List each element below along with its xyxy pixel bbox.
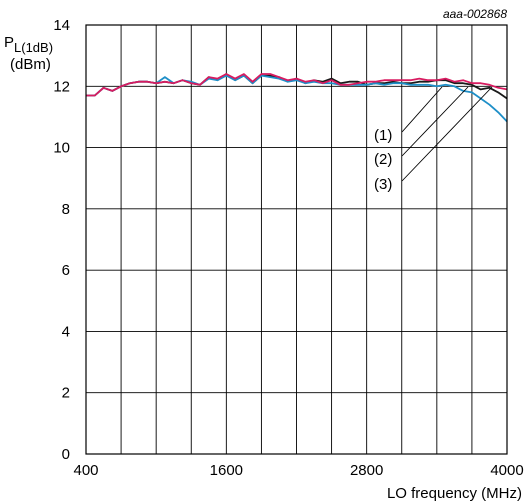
y-axis-unit: (dBm) — [10, 56, 51, 73]
x-tick-label: 1600 — [210, 462, 243, 479]
y-tick-label: 0 — [62, 446, 70, 463]
series-group — [86, 73, 508, 123]
y-tick-label: 4 — [62, 323, 70, 340]
series-line-3 — [86, 73, 508, 97]
leader-line-2 — [401, 86, 469, 157]
series-labels: (1) (2) (3) — [374, 86, 493, 193]
figure-reference: aaa-002868 — [443, 7, 507, 21]
x-axis-label: LO frequency (MHz) — [387, 485, 522, 502]
series-label-1: (1) — [374, 127, 392, 144]
x-tick-label: 400 — [73, 462, 98, 479]
y-tick-label: 6 — [62, 262, 70, 279]
y-axis-ticks: 0 2 4 6 8 10 12 14 — [53, 17, 70, 463]
y-axis-label-subscript: L(1dB) — [14, 40, 53, 55]
y-tick-label: 14 — [53, 17, 70, 34]
y-tick-label: 10 — [53, 140, 70, 157]
y-axis-label: PL(1dB) — [4, 34, 53, 55]
plot-frame — [85, 24, 508, 455]
x-tick-label: 4000 — [490, 462, 523, 479]
x-tick-label: 2800 — [350, 462, 383, 479]
leader-line-3 — [401, 86, 493, 182]
series-label-3: (3) — [374, 176, 392, 193]
x-axis-ticks: 400 1600 2800 4000 — [73, 462, 523, 479]
y-tick-label: 8 — [62, 201, 70, 218]
series-label-2: (2) — [374, 151, 392, 168]
leader-line-1 — [401, 86, 443, 133]
y-axis-label-main: P — [4, 34, 14, 51]
y-tick-label: 12 — [53, 78, 70, 95]
y-tick-label: 2 — [62, 385, 70, 402]
